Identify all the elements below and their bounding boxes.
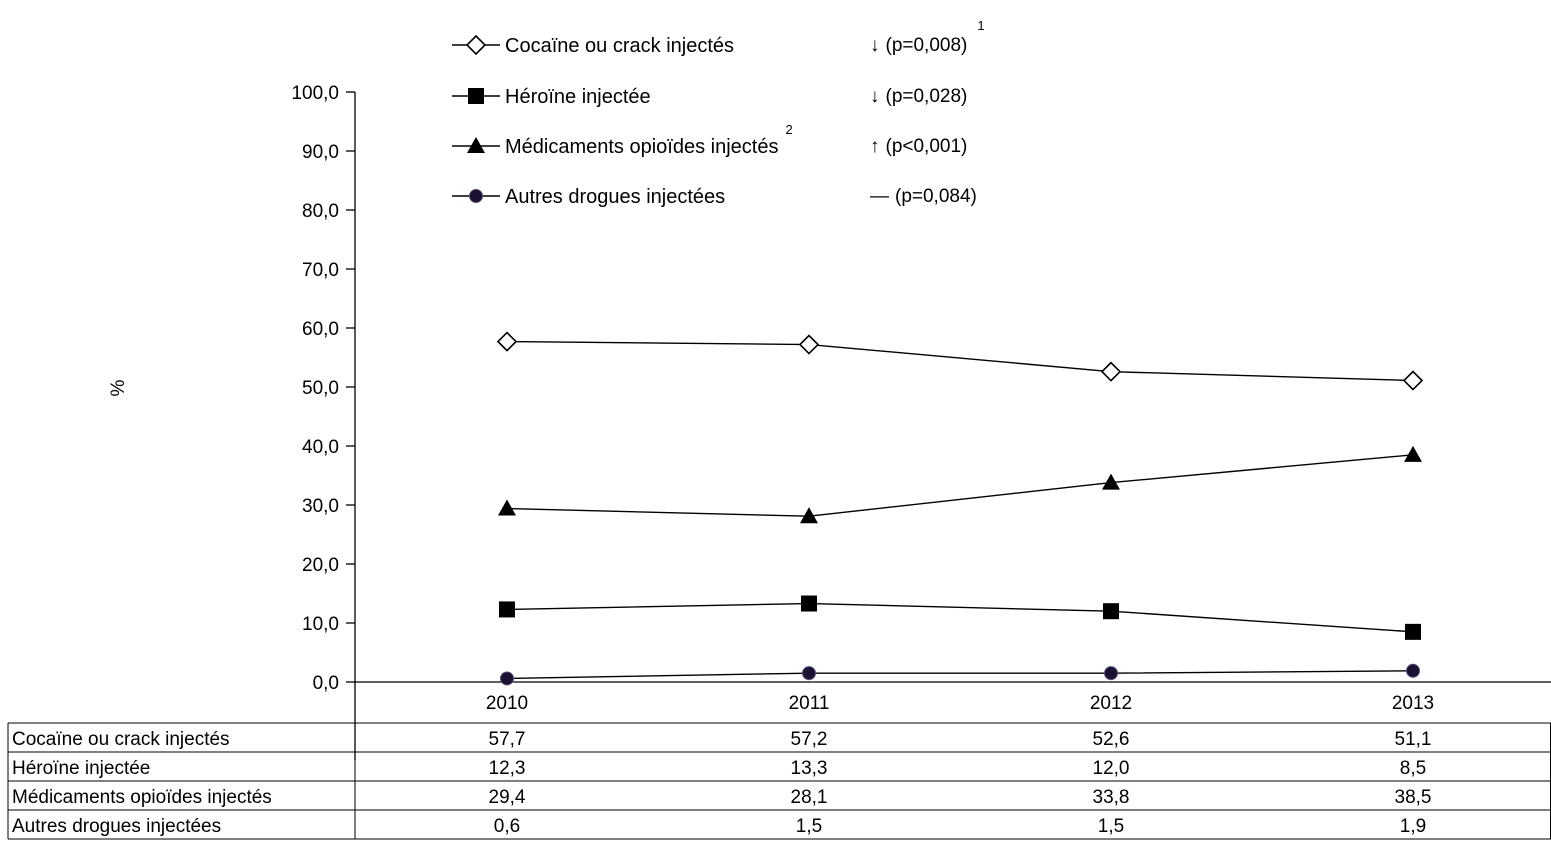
data-point: [1404, 445, 1422, 462]
data-point: [500, 671, 514, 686]
data-point: [801, 595, 817, 612]
y-tick-label: 0,0: [313, 673, 339, 694]
legend-marker: [469, 189, 483, 203]
legend-label: Autres drogues injectées: [505, 186, 725, 208]
table-row-header: Médicaments opioïdes injectés: [12, 787, 272, 808]
y-tick-label: 20,0: [302, 555, 339, 576]
data-point: [800, 507, 818, 524]
data-point: [1405, 623, 1421, 640]
table-row-header: Cocaïne ou crack injectés: [12, 729, 230, 750]
table-cell: 52,6: [1093, 729, 1130, 750]
series-line: [506, 602, 1414, 633]
legend-label: Médicaments opioïdes injectés: [505, 136, 778, 158]
y-axis-label: %: [108, 379, 129, 396]
x-tick-label: 2012: [1090, 693, 1132, 714]
table-row-header: Autres drogues injectées: [12, 816, 221, 837]
table-cell: 29,4: [489, 787, 526, 808]
legend: Cocaïne ou crack injectés ↓ (p=0,008) 1 Héro…: [452, 18, 985, 208]
trend-arrow: ↓: [870, 35, 880, 56]
series-4: [500, 663, 1420, 686]
legend-label: Héroïne injectée: [505, 86, 651, 108]
series-line: [506, 454, 1414, 517]
table-cell: 1,5: [1098, 816, 1124, 837]
table-cell: 13,3: [791, 758, 828, 779]
legend-item: Cocaïne ou crack injectés ↓ (p=0,008) 1: [452, 18, 985, 57]
trend-arrow: ↑: [870, 136, 880, 157]
y-axis: 0,0 10,0 20,0 30,0 40,0 50,0 60,0 70,0 80,0 90,0 1…: [291, 83, 356, 760]
y-tick-label: 80,0: [302, 201, 339, 222]
y-tick-label: 60,0: [302, 319, 339, 340]
series-1: [496, 331, 1424, 391]
y-tick-label: 50,0: [302, 378, 339, 399]
series-3: [498, 445, 1422, 524]
y-tick-label: 70,0: [302, 260, 339, 281]
data-table: Cocaïne ou crack injectés 57,7 57,2 52,6 51,…: [7, 722, 1551, 840]
trend-footnote-marker: 1: [977, 18, 984, 33]
table-row: Cocaïne ou crack injectés 57,7 57,2 52,6 51,…: [12, 729, 1431, 750]
table-cell: 8,5: [1400, 758, 1426, 779]
legend-footnote-marker: 2: [785, 122, 792, 137]
table-cell: 51,1: [1395, 729, 1432, 750]
legend-item: Héroïne injectée ↓ (p=0,028): [452, 86, 967, 108]
data-point: [1402, 370, 1424, 391]
y-tick-label: 40,0: [302, 437, 339, 458]
series-line: [506, 670, 1414, 680]
trend-arrow: ↓: [870, 86, 880, 107]
table-row: Héroïne injectée 12,3 13,3 12,0 8,5: [12, 758, 1426, 779]
y-tick-label: 10,0: [302, 614, 339, 635]
trend-p-value: (p=0,008): [886, 35, 968, 56]
table-row: Médicaments opioïdes injectés 29,4 28,1 33,…: [12, 787, 1431, 808]
data-point: [1104, 666, 1118, 681]
trend-p-value: (p<0,001): [886, 136, 968, 157]
data-point: [798, 334, 820, 355]
series-line: [506, 340, 1414, 382]
data-point: [496, 331, 518, 352]
trend-arrow: —: [870, 186, 889, 207]
x-tick-label: 2011: [789, 693, 830, 714]
legend-label: Cocaïne ou crack injectés: [505, 35, 734, 57]
data-point: [1406, 663, 1420, 678]
data-point: [1102, 473, 1120, 490]
data-point: [498, 499, 516, 516]
legend-marker: [465, 34, 487, 56]
trend-p-value: (p=0,084): [895, 186, 977, 207]
table-cell: 57,7: [489, 729, 526, 750]
legend-item: Autres drogues injectées — (p=0,084): [452, 186, 977, 208]
x-axis: 2010 2011 2012 2013: [355, 681, 1551, 714]
series-2: [499, 595, 1421, 640]
table-row-header: Héroïne injectée: [12, 758, 150, 779]
legend-item: Médicaments opioïdes injectés 2 ↑ (p<0,001): [452, 122, 967, 158]
table-row: Autres drogues injectées 0,6 1,5 1,5 1,9: [12, 816, 1426, 837]
data-point: [802, 666, 816, 681]
x-tick-label: 2013: [1392, 693, 1434, 714]
y-tick-label: 100,0: [291, 83, 339, 104]
data-point: [499, 601, 515, 618]
table-cell: 33,8: [1093, 787, 1130, 808]
table-cell: 12,3: [489, 758, 526, 779]
data-point: [1100, 361, 1122, 382]
data-point: [1103, 603, 1119, 620]
y-tick-label: 30,0: [302, 496, 339, 517]
table-cell: 38,5: [1395, 787, 1432, 808]
y-tick-label: 90,0: [302, 142, 339, 163]
table-cell: 12,0: [1093, 758, 1130, 779]
table-cell: 1,5: [796, 816, 822, 837]
legend-marker: [468, 88, 484, 104]
table-cell: 28,1: [791, 787, 828, 808]
x-tick-label: 2010: [486, 693, 528, 714]
table-cell: 1,9: [1400, 816, 1426, 837]
table-cell: 0,6: [494, 816, 520, 837]
table-cell: 57,2: [791, 729, 828, 750]
trend-p-value: (p=0,028): [886, 86, 968, 107]
legend-marker: [467, 137, 485, 153]
